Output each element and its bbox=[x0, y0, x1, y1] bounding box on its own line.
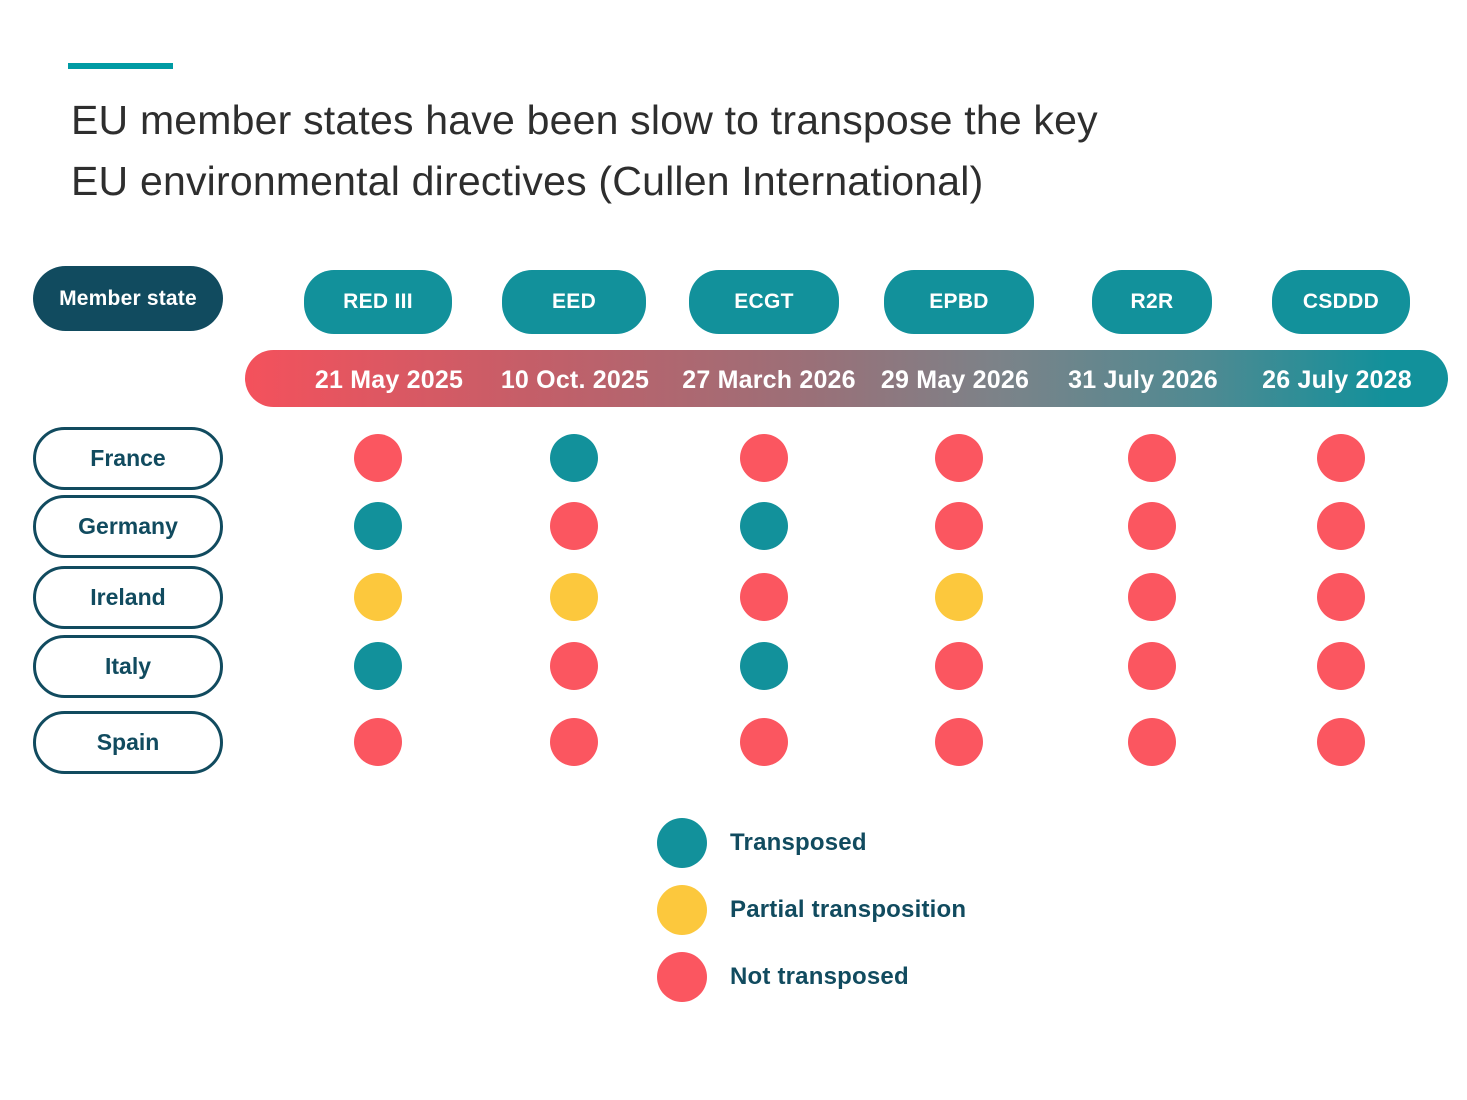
status-dot-france-r2r-not bbox=[1128, 434, 1176, 482]
deadline-timeline-bar bbox=[245, 350, 1448, 407]
status-dot-germany-eed-not bbox=[550, 502, 598, 550]
status-dot-italy-eed-not bbox=[550, 642, 598, 690]
status-dot-france-red-iii-not bbox=[354, 434, 402, 482]
accent-line bbox=[68, 63, 173, 69]
status-dot-france-epbd-not bbox=[935, 434, 983, 482]
deadline-label: 27 March 2026 bbox=[682, 366, 856, 394]
status-dot-italy-ecgt-transposed bbox=[740, 642, 788, 690]
country-pill-italy: Italy bbox=[33, 634, 223, 698]
legend-dot-not bbox=[657, 952, 707, 1002]
status-dot-ireland-r2r-not bbox=[1128, 573, 1176, 621]
status-dot-spain-csddd-not bbox=[1317, 718, 1365, 766]
status-dot-germany-red-iii-transposed bbox=[354, 502, 402, 550]
status-dot-italy-csddd-not bbox=[1317, 642, 1365, 690]
directive-pill-epbd: EPBD bbox=[884, 270, 1034, 334]
legend-label-not: Not transposed bbox=[730, 963, 909, 990]
deadline-label: 26 July 2028 bbox=[1262, 366, 1412, 394]
deadline-label: 31 July 2026 bbox=[1068, 366, 1218, 394]
status-dot-germany-epbd-not bbox=[935, 502, 983, 550]
status-dot-spain-eed-not bbox=[550, 718, 598, 766]
country-pill-spain: Spain bbox=[33, 710, 223, 774]
legend-dot-partial bbox=[657, 885, 707, 935]
status-dot-germany-r2r-not bbox=[1128, 502, 1176, 550]
status-dot-germany-csddd-not bbox=[1317, 502, 1365, 550]
directive-pill-eed: EED bbox=[502, 270, 646, 334]
status-dot-france-eed-transposed bbox=[550, 434, 598, 482]
status-dot-spain-ecgt-not bbox=[740, 718, 788, 766]
status-dot-france-ecgt-not bbox=[740, 434, 788, 482]
status-dot-italy-red-iii-transposed bbox=[354, 642, 402, 690]
legend-label-transposed: Transposed bbox=[730, 829, 867, 856]
status-dot-spain-red-iii-not bbox=[354, 718, 402, 766]
page-title: EU member states have been slow to trans… bbox=[71, 90, 1411, 212]
status-dot-germany-ecgt-transposed bbox=[740, 502, 788, 550]
page-title-line2: EU environmental directives (Cullen Inte… bbox=[71, 158, 984, 204]
directive-pill-red-iii: RED III bbox=[304, 270, 452, 334]
deadline-label: 10 Oct. 2025 bbox=[500, 366, 650, 394]
status-dot-france-csddd-not bbox=[1317, 434, 1365, 482]
status-dot-ireland-csddd-not bbox=[1317, 573, 1365, 621]
status-dot-ireland-eed-partial bbox=[550, 573, 598, 621]
deadline-label: 21 May 2025 bbox=[314, 366, 464, 394]
status-dot-italy-r2r-not bbox=[1128, 642, 1176, 690]
status-dot-italy-epbd-not bbox=[935, 642, 983, 690]
member-state-header-pill: Member state bbox=[33, 266, 223, 331]
legend-label-partial: Partial transposition bbox=[730, 896, 967, 923]
status-dot-spain-r2r-not bbox=[1128, 718, 1176, 766]
status-dot-ireland-ecgt-not bbox=[740, 573, 788, 621]
directive-pill-csddd: CSDDD bbox=[1272, 270, 1410, 334]
page-title-line1: EU member states have been slow to trans… bbox=[71, 97, 1098, 143]
status-dot-ireland-epbd-partial bbox=[935, 573, 983, 621]
legend-dot-transposed bbox=[657, 818, 707, 868]
deadline-label: 29 May 2026 bbox=[880, 366, 1030, 394]
status-dot-spain-epbd-not bbox=[935, 718, 983, 766]
country-pill-france: France bbox=[33, 426, 223, 490]
directive-pill-r2r: R2R bbox=[1092, 270, 1212, 334]
country-pill-ireland: Ireland bbox=[33, 565, 223, 629]
status-dot-ireland-red-iii-partial bbox=[354, 573, 402, 621]
country-pill-germany: Germany bbox=[33, 494, 223, 558]
directive-pill-ecgt: ECGT bbox=[689, 270, 839, 334]
